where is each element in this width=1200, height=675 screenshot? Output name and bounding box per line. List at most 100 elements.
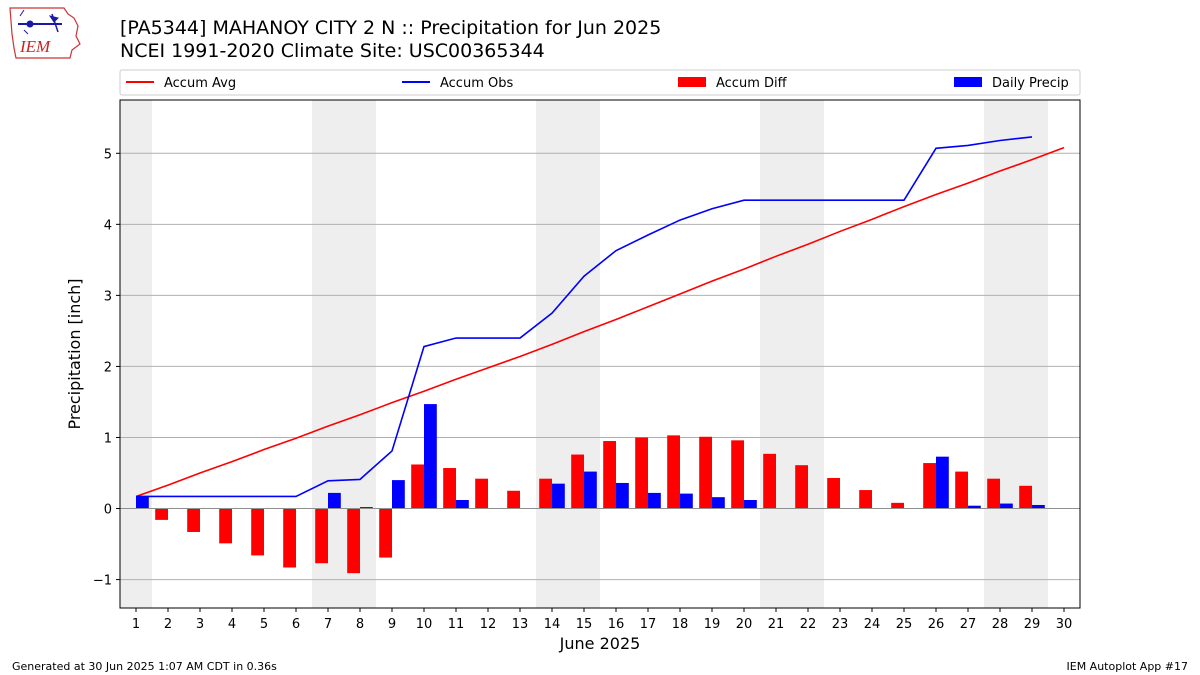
x-tick-label: 22 xyxy=(800,617,817,632)
daily-precip-bar xyxy=(456,500,469,509)
accum-diff-bar xyxy=(155,508,168,520)
x-tick-label: 23 xyxy=(832,617,849,632)
x-tick-label: 28 xyxy=(992,617,1009,632)
x-tick-label: 19 xyxy=(704,617,721,632)
x-tick-label: 15 xyxy=(576,617,593,632)
accum-diff-bar xyxy=(443,468,456,509)
accum-diff-bar xyxy=(891,502,904,509)
accum-diff-bar xyxy=(699,436,712,509)
x-tick-label: 20 xyxy=(736,617,753,632)
x-tick-label: 27 xyxy=(960,617,977,632)
x-tick-label: 14 xyxy=(544,617,561,632)
legend-label: Accum Obs xyxy=(440,76,513,91)
weekend-band xyxy=(120,100,152,608)
x-tick-label: 13 xyxy=(512,617,529,632)
x-tick-label: 10 xyxy=(416,617,433,632)
x-tick-label: 21 xyxy=(768,617,785,632)
y-axis-label: Precipitation [inch] xyxy=(65,278,84,429)
daily-precip-bar xyxy=(712,497,725,509)
daily-precip-bar xyxy=(424,404,437,509)
x-tick-label: 12 xyxy=(480,617,497,632)
daily-precip-bar xyxy=(616,482,629,509)
x-tick-label: 4 xyxy=(228,617,236,632)
accum-diff-bar xyxy=(635,437,648,509)
x-tick-label: 18 xyxy=(672,617,689,632)
y-tick-label: 3 xyxy=(104,289,112,304)
app-credit: IEM Autoplot App #17 xyxy=(1066,660,1189,673)
accum-diff-bar xyxy=(219,508,232,544)
accum-diff-bar xyxy=(475,478,488,509)
y-tick-label: 0 xyxy=(104,503,112,518)
x-axis-label: June 2025 xyxy=(559,634,641,653)
x-tick-label: 1 xyxy=(132,617,140,632)
legend-swatch xyxy=(954,77,982,87)
x-tick-label: 30 xyxy=(1056,617,1073,632)
iowa-state-outline xyxy=(9,7,81,59)
daily-precip-bar xyxy=(1032,504,1045,509)
x-tick-label: 26 xyxy=(928,617,945,632)
legend: Accum Avg Accum Obs Accum Diff Daily Precip xyxy=(119,69,1081,96)
x-tick-label: 8 xyxy=(356,617,364,632)
x-tick-label: 29 xyxy=(1024,617,1041,632)
chart-subtitle: NCEI 1991-2020 Climate Site: USC00365344 xyxy=(120,40,545,62)
daily-precip-bar xyxy=(136,496,149,509)
y-axis: −1 0 1 2 3 4 5 xyxy=(93,147,120,589)
accum-diff-bar xyxy=(731,440,744,509)
accum-diff-bar xyxy=(603,441,616,509)
daily-precip-bar xyxy=(936,456,949,509)
accum-diff-bar xyxy=(187,508,200,532)
weekend-band xyxy=(984,100,1048,608)
x-tick-label: 25 xyxy=(896,617,913,632)
accum-diff-bar xyxy=(667,435,680,509)
accum-avg-line xyxy=(135,146,1065,498)
accum-diff-bar xyxy=(411,464,424,509)
accum-diff-bar xyxy=(795,465,808,509)
daily-precip-bar xyxy=(328,492,341,509)
x-axis: 1 2 3 4 5 6 7 8 9 10 11 12 13 14 15 16 17 18 19 20 21 22 23 24 2… xyxy=(132,608,1072,632)
daily-precip-bar xyxy=(968,505,981,509)
accum-diff-bar xyxy=(571,454,584,509)
accum-diff-bar xyxy=(251,508,264,556)
plot-frame xyxy=(119,99,1081,609)
daily-precip-bar xyxy=(552,483,565,509)
y-tick-label: 4 xyxy=(104,218,112,233)
accum-diff-bar xyxy=(923,463,936,509)
daily-precip-bar xyxy=(584,471,597,509)
chart-title: [PA5344] MAHANOY CITY 2 N :: Precipitati… xyxy=(120,17,662,39)
daily-precip-bar xyxy=(1000,503,1013,509)
daily-precip-bar xyxy=(680,493,693,509)
x-tick-label: 6 xyxy=(292,617,300,632)
accum-diff-bar xyxy=(987,478,1000,509)
legend-label: Accum Avg xyxy=(164,76,236,91)
x-tick-label: 24 xyxy=(864,617,881,632)
x-tick-label: 11 xyxy=(448,617,465,632)
accum-diff-bar xyxy=(347,508,360,574)
iem-logo-text: IEM xyxy=(19,37,51,56)
accum-diff-bar xyxy=(859,490,872,509)
accum-diff-bar xyxy=(283,508,296,568)
accum-diff-bar xyxy=(1019,485,1032,509)
legend-label: Accum Diff xyxy=(716,76,788,91)
accum-obs-line xyxy=(136,136,1033,498)
accum-diff-bar xyxy=(763,453,776,509)
y-tick-label: 5 xyxy=(104,147,112,162)
legend-box xyxy=(119,69,1081,96)
accum-diff-bar xyxy=(379,508,392,558)
weekend-bands xyxy=(120,100,1048,608)
legend-swatch xyxy=(678,77,706,87)
weekend-band xyxy=(760,100,824,608)
x-tick-label: 7 xyxy=(324,617,332,632)
generated-timestamp: Generated at 30 Jun 2025 1:07 AM CDT in … xyxy=(12,660,277,673)
daily-precip-bar xyxy=(360,507,373,509)
accum-diff-bar xyxy=(315,508,328,564)
accum-diff-bar xyxy=(955,471,968,509)
x-tick-label: 17 xyxy=(640,617,657,632)
accum-diff-bar xyxy=(507,490,520,509)
bars xyxy=(120,404,1080,574)
x-tick-label: 2 xyxy=(164,617,172,632)
x-tick-label: 16 xyxy=(608,617,625,632)
weather-instrument-icon xyxy=(18,9,62,35)
lines xyxy=(135,136,1065,498)
y-tick-label: 2 xyxy=(104,360,112,375)
daily-precip-bar xyxy=(392,480,405,509)
